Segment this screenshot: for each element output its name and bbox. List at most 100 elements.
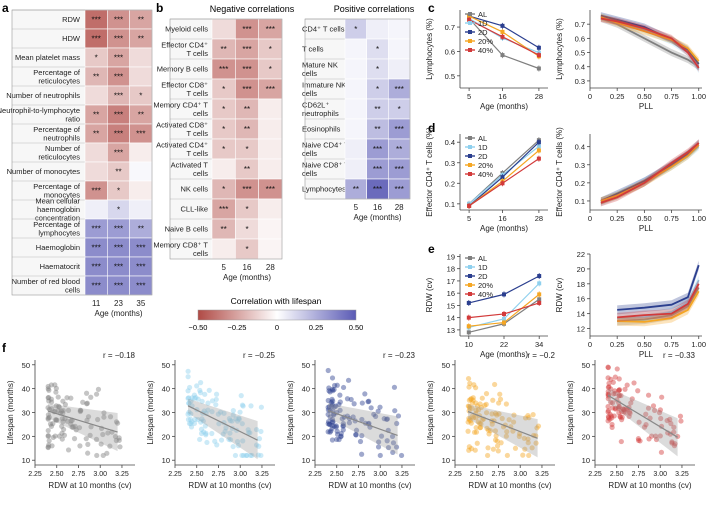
scatter-point: [232, 452, 239, 459]
heatmap-neg-cell: [211, 238, 236, 260]
scatter-panel-AL: 2.25 2.50 2.75 3.00 3.25 10 20 30 40 50 RDW at 10 …: [6, 351, 136, 490]
heatmap-a-significance: ***: [91, 282, 100, 291]
scatter-point: [534, 425, 540, 431]
scatter-point: [253, 442, 260, 448]
scatter-point: [529, 445, 535, 451]
scatter-point: [203, 430, 209, 436]
scatter-point: [209, 398, 216, 404]
scatter-x-tick-label: 3.00: [513, 471, 527, 478]
heatmap-a-significance: ***: [114, 244, 123, 253]
scatter-point: [227, 418, 233, 424]
e-left-point-20%: [537, 292, 542, 297]
scatter-y-tick-label: 10: [442, 456, 450, 465]
scatter-x-tick-label: 3.00: [373, 471, 387, 478]
heatmap-neg-significance: **: [244, 105, 250, 114]
scatter-point: [645, 405, 652, 411]
scatter-point: [473, 400, 479, 406]
scatter-point: [478, 404, 484, 411]
scatter-point: [329, 386, 336, 392]
scatter-point: [200, 418, 206, 424]
scatter-r-value: r = −0.23: [383, 351, 416, 360]
c-right-ylabel: Lymphocytes (%): [555, 18, 564, 80]
neg-title: Negative correlations: [210, 4, 295, 14]
scatter-ylabel: Lifespan (months): [286, 380, 295, 444]
scatter-point: [668, 420, 674, 427]
scatter-point: [629, 396, 635, 402]
scatter-point: [55, 394, 61, 400]
d-right-band-40%: [600, 139, 699, 207]
scatter-y-tick-label: 50: [442, 361, 450, 370]
heatmap-neg-row-label: Naive B cells: [165, 225, 209, 234]
scatter-point: [326, 385, 332, 391]
scatter-point: [510, 419, 517, 425]
scatter-point: [470, 397, 476, 403]
scatter-point: [100, 431, 106, 438]
scatter-point: [334, 382, 340, 388]
heatmap-a-cell: [129, 180, 153, 201]
scatter-point: [672, 441, 678, 447]
scatter-point: [198, 430, 205, 437]
heatmap-a-row-label: Percentage of: [33, 220, 81, 229]
scatter-point: [48, 396, 55, 402]
scatter-point: [609, 405, 616, 411]
scatter-point: [485, 445, 491, 451]
panel-label-d: d: [428, 121, 435, 135]
heatmap-neg-row-label: T cells: [186, 129, 208, 138]
scatter-point: [377, 404, 383, 410]
scatter-point: [469, 413, 475, 420]
scatter-point: [350, 414, 356, 420]
d-right-chart: 0 0.25 0.50 0.75 1.00 0.1 0.2 0.3 0.4 PLL Effector…: [555, 127, 706, 233]
e-left-xlabel: Age (months): [480, 350, 528, 359]
scatter-point: [340, 384, 347, 391]
scatter-point: [188, 416, 194, 422]
scatter-point: [234, 418, 241, 424]
heatmap-a-significance: ***: [136, 263, 145, 272]
heatmap-pos-cell: [344, 138, 367, 160]
scatter-point: [616, 404, 622, 410]
scatter-point: [376, 439, 382, 445]
scatter-point: [83, 436, 89, 442]
scatter-point: [185, 411, 191, 417]
heatmap-a-significance: ***: [114, 54, 123, 63]
scatter-point: [485, 427, 491, 433]
e-right-xlabel: PLL: [639, 350, 654, 359]
heatmap-a-significance: *: [117, 206, 120, 215]
heatmap-a-row-label: reticulocytes: [38, 76, 80, 85]
d-right-series-40%: [600, 142, 700, 204]
scatter-point: [77, 443, 83, 449]
heatmap-neg-row-label: NK cells: [180, 185, 208, 194]
d-right-x-tick-label: 0: [588, 214, 592, 223]
scatter-point: [359, 400, 365, 406]
scatter-point: [471, 382, 477, 388]
scatter-point: [330, 418, 336, 425]
scatter-point: [226, 436, 232, 442]
scatter-point: [76, 425, 83, 431]
scatter-point: [395, 413, 402, 419]
scatter-point: [618, 392, 624, 399]
c-left-y-tick-label: 0.5: [445, 72, 455, 81]
scatter-point: [486, 431, 492, 437]
heatmap-pos-significance: ***: [373, 145, 382, 154]
scatter-point: [222, 428, 228, 434]
scatter-point: [499, 415, 505, 422]
panel-label-a: a: [2, 1, 9, 15]
c-left-chart: 5 16 28 0.5 0.6 0.7 Age (months) Lymphocytes (%…: [425, 10, 548, 111]
e-left-point-2D: [502, 292, 506, 297]
scatter-point: [390, 449, 396, 456]
scatter-y-tick-label: 20: [442, 432, 450, 441]
legend-label-40%: 40%: [478, 170, 493, 179]
scatter-point: [116, 435, 122, 441]
e-left-point-2D: [466, 300, 471, 305]
heatmap-pos-cell: [344, 98, 367, 120]
d-right-xlabel: PLL: [639, 224, 654, 233]
scatter-point: [45, 432, 51, 439]
scatter-r-value: r = −0.18: [103, 351, 136, 360]
scatter-point: [466, 415, 472, 422]
c-right-series-20%: [600, 16, 700, 62]
heatmap-a-significance: *: [95, 54, 98, 63]
scatter-y-tick-label: 30: [582, 409, 590, 418]
scatter-point: [465, 428, 471, 434]
scatter-x-tick-label: 2.75: [72, 471, 86, 478]
scatter-y-tick-label: 10: [302, 456, 310, 465]
scatter-point: [619, 414, 625, 420]
